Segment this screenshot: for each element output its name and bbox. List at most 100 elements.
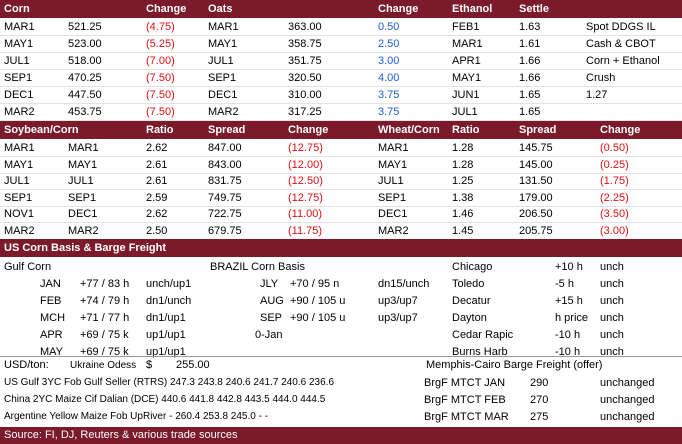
top-header: Corn Change Oats Change Ethanol Settle — [0, 0, 682, 18]
mid-header: Soybean/Corn Ratio Spread Change Wheat/C… — [0, 121, 682, 139]
corn-row: MAR2 453.75 (7.50) MAR2 317.25 3.75 JUL1 1.65 — [0, 104, 682, 121]
rail-change: unch — [600, 329, 624, 341]
corn-change: (5.25) — [146, 38, 175, 50]
wheat-month: SEP1 — [378, 191, 407, 204]
corn-month: DEC1 — [68, 208, 98, 220]
wheat-month: MAY1 — [378, 158, 408, 171]
corn-value: 470.25 — [68, 72, 102, 84]
spread-row: MAY1 MAY1 2.61 843.00 (12.00) MAY1 1.28 145.00 (… — [0, 157, 682, 174]
gulf-basis: +77 / 83 h — [80, 278, 130, 290]
corn-month: MAR2 — [68, 224, 99, 237]
barge-change: unchanged — [600, 377, 655, 389]
soy-spread: 843.00 — [208, 158, 242, 171]
corn-month: SEP1 — [4, 72, 33, 84]
barge-title: Memphis-Cairo Barge Freight (offer) — [426, 359, 603, 371]
ukraine-label: Ukraine Odess — [70, 360, 137, 371]
wheat-ratio: 1.28 — [452, 142, 474, 154]
hdr-w-spread: Spread — [519, 124, 557, 136]
rail-change: unch — [600, 312, 624, 324]
oats-change: 3.00 — [378, 55, 400, 67]
rail-basis: -5 h — [555, 278, 574, 290]
brazil-basis: 0-Jan — [255, 329, 283, 341]
ethanol-month: JUN1 — [452, 89, 480, 101]
corn-month: JUL1 — [68, 175, 94, 187]
corn-change: (7.50) — [146, 106, 175, 118]
rail-location: Chicago — [452, 261, 493, 273]
corn-change: (7.50) — [146, 72, 175, 84]
rail-change: unch — [600, 261, 624, 273]
corn-change: (7.00) — [146, 55, 175, 67]
ethanol-month: MAR1 — [452, 38, 483, 50]
soy-ratio: 2.62 — [146, 142, 168, 154]
oats-month: MAY1 — [208, 38, 238, 50]
rail-location: Cedar Rapic — [452, 329, 514, 341]
hdr-w-change: Change — [600, 124, 641, 136]
oats-value: 317.25 — [288, 106, 322, 118]
brazil-change: dn15/unch — [378, 278, 430, 290]
oats-value: 358.75 — [288, 38, 322, 50]
soy-spread: 679.75 — [208, 224, 242, 237]
hdr-oats-change: Change — [378, 3, 419, 15]
rail-basis: +10 h — [555, 261, 583, 273]
corn-month: SEP1 — [68, 191, 97, 204]
hdr-oats: Oats — [208, 3, 233, 15]
corn-row: MAY1 523.00 (5.25) MAY1 358.75 2.50 MAR1 1.61 Ca… — [0, 36, 682, 53]
soy-ratio: 2.61 — [146, 175, 168, 187]
brazil-basis: +90 / 105 u — [290, 295, 346, 307]
gulf-change: unch/up1 — [146, 278, 192, 290]
wheat-change: (0.25) — [600, 158, 629, 171]
side-note: 1.27 — [586, 89, 608, 101]
rail-basis: +15 h — [555, 295, 583, 307]
soy-month: NOV1 — [4, 208, 34, 220]
soy-change: (12.50) — [288, 175, 323, 187]
corn-value: 453.75 — [68, 106, 102, 118]
gulf-month: MAY — [40, 346, 64, 358]
barge-name: BrgF MTCT JAN — [424, 377, 506, 389]
barge-value: 270 — [530, 394, 549, 406]
soy-change: (11.75) — [288, 224, 323, 237]
oats-change: 3.75 — [378, 106, 400, 118]
wheat-spread: 145.00 — [519, 158, 553, 171]
hdr-spread: Spread — [208, 124, 246, 136]
gulf-basis: +69 / 75 k — [80, 346, 129, 358]
rail-change: unch — [600, 346, 624, 358]
corn-month: MAY1 — [4, 38, 34, 50]
gulf-basis: +69 / 75 k — [80, 329, 129, 341]
soy-change: (12.75) — [288, 191, 323, 204]
corn-change: (4.75) — [146, 21, 175, 33]
barge-value: 290 — [530, 377, 549, 389]
corn-value: 521.25 — [68, 21, 102, 33]
hdr-w-ratio: Ratio — [452, 124, 480, 136]
wheat-change: (0.50) — [600, 142, 629, 154]
spread-row: NOV1 DEC1 2.62 722.75 (11.00) DEC1 1.46 206.50 (… — [0, 206, 682, 223]
rail-basis: -10 h — [555, 346, 581, 358]
spread-row: JUL1 JUL1 2.61 831.75 (12.50) JUL1 1.25 131.50 (… — [0, 173, 682, 190]
side-note: Corn + Ethanol — [586, 55, 660, 67]
soy-month: MAY1 — [4, 158, 34, 171]
wheat-ratio: 1.45 — [452, 224, 474, 237]
hdr-corn-change: Change — [146, 3, 187, 15]
fob-row: China 2YC Maize Cif Dalian (DCE) 440.6 4… — [4, 394, 326, 405]
source-bar: Source: FI, DJ, Reuters & various trade … — [0, 427, 682, 444]
fob-row: US Gulf 3YC Fob Gulf Seller (RTRS) 247.3… — [4, 377, 335, 388]
corn-value: 523.00 — [68, 38, 102, 50]
soy-spread: 722.75 — [208, 208, 242, 220]
soy-spread: 831.75 — [208, 175, 242, 187]
soy-ratio: 2.50 — [146, 224, 168, 237]
wheat-ratio: 1.28 — [452, 158, 474, 171]
hdr-change: Change — [288, 124, 329, 136]
divider — [0, 356, 682, 357]
side-note: Crush — [586, 72, 616, 84]
ethanol-settle: 1.63 — [519, 21, 541, 33]
ethanol-month: JUL1 — [452, 106, 478, 118]
corn-row: MAR1 521.25 (4.75) MAR1 363.00 0.50 FEB1 1.63 Sp… — [0, 19, 682, 36]
soy-change: (11.00) — [288, 208, 323, 220]
wheat-change: (3.50) — [600, 208, 629, 220]
brazil-basis: +70 / 95 n — [290, 278, 340, 290]
oats-value: 320.50 — [288, 72, 322, 84]
ethanol-month: MAY1 — [452, 72, 482, 84]
hdr-corn: Corn — [4, 3, 30, 15]
gulf-basis: +74 / 79 h — [80, 295, 130, 307]
wheat-ratio: 1.25 — [452, 175, 474, 187]
rail-location: Decatur — [452, 295, 491, 307]
